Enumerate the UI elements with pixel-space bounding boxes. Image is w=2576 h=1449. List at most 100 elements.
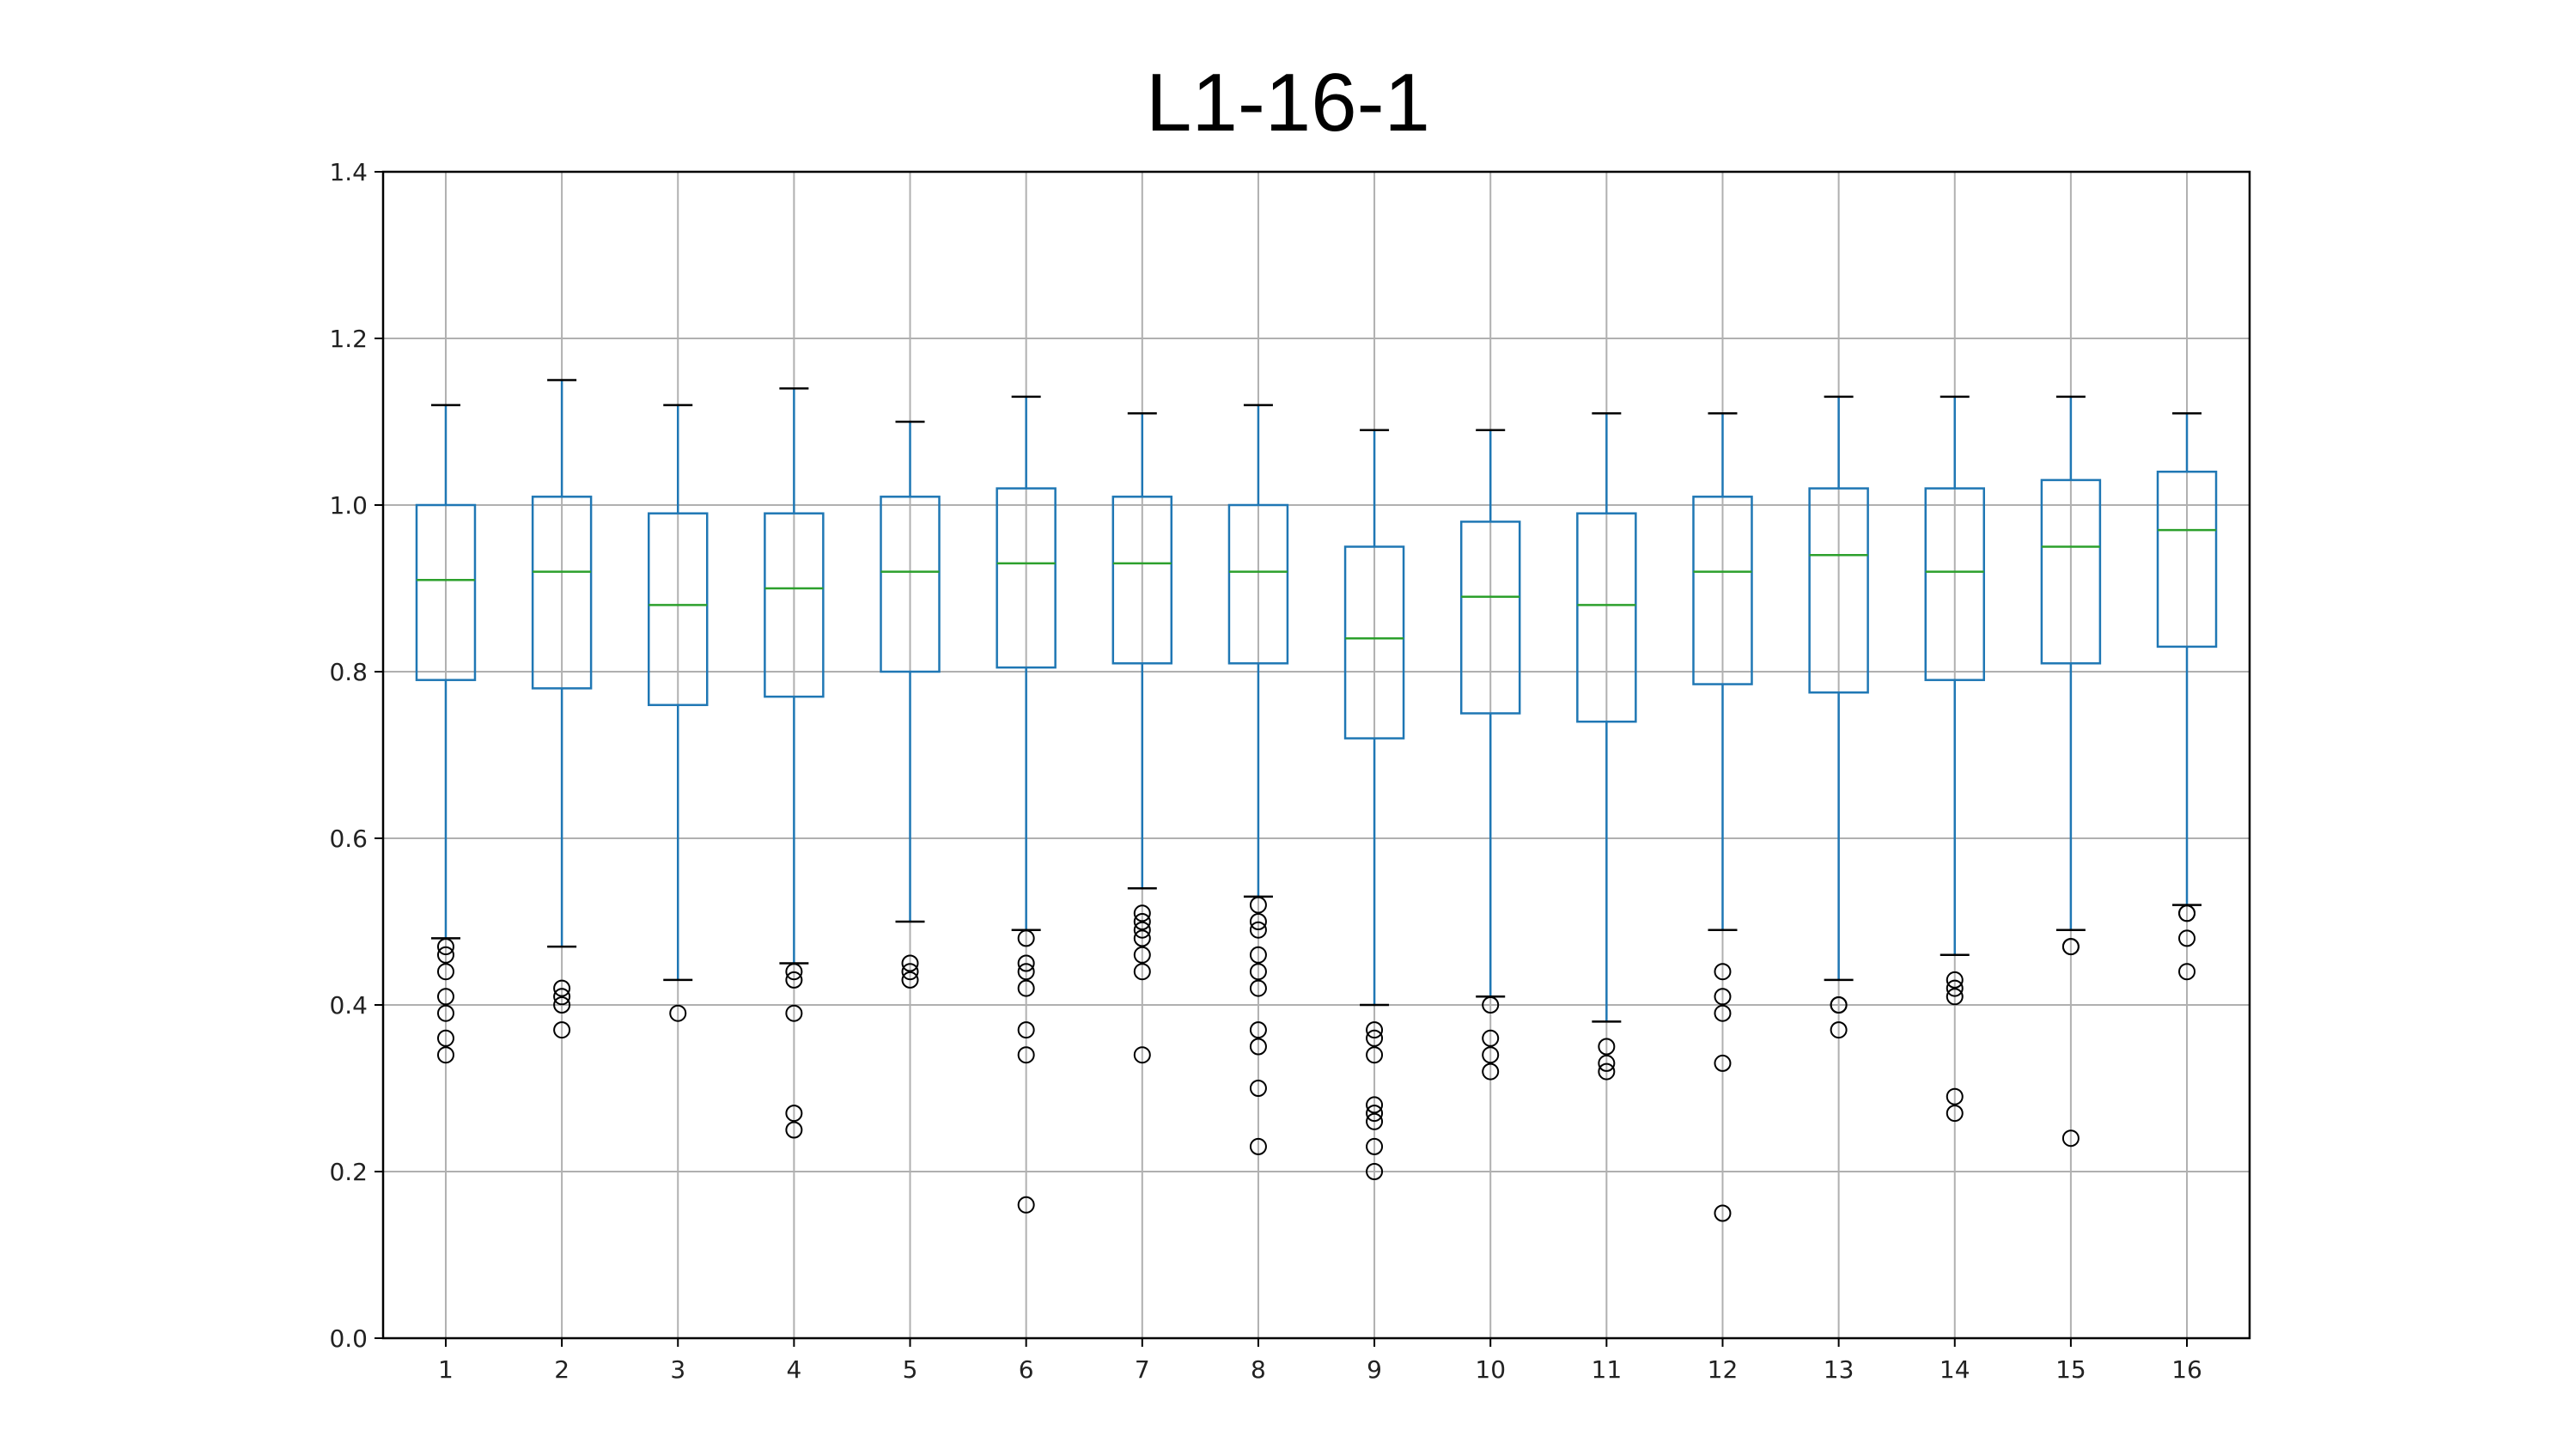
outlier-point xyxy=(1133,904,1151,922)
y-tick-label: 1.4 xyxy=(329,158,368,186)
outlier-point xyxy=(1482,996,1500,1014)
outlier-point xyxy=(1133,921,1151,939)
outlier-point xyxy=(901,963,919,981)
y-tick-label: 1.0 xyxy=(329,491,368,520)
outlier-point xyxy=(1946,979,1964,997)
outlier-point xyxy=(553,979,571,997)
outlier-point xyxy=(1249,896,1267,914)
outlier-point xyxy=(1714,1204,1732,1222)
outlier-point xyxy=(785,1105,803,1123)
x-tick-label: 2 xyxy=(554,1355,569,1384)
chart-title: L1-16-1 xyxy=(1146,57,1430,149)
y-axis: 0.0 0.2 0.4 0.6 0.8 1.0 1.2 1.4 xyxy=(329,158,383,1353)
outlier-point xyxy=(1249,1080,1267,1097)
iqr-box xyxy=(1808,487,1869,694)
outlier-point xyxy=(1249,979,1267,997)
box-group xyxy=(764,387,825,1139)
box-group xyxy=(1576,412,1637,1081)
outlier-point xyxy=(1017,1196,1035,1214)
outlier-point xyxy=(436,988,454,1006)
outlier-point xyxy=(1482,1062,1500,1081)
box-group xyxy=(1924,395,1986,1123)
outlier-point xyxy=(1133,946,1151,964)
y-tick-label: 0.6 xyxy=(329,825,368,853)
box-group xyxy=(1808,395,1869,1039)
outlier-point xyxy=(785,1121,803,1139)
box-group xyxy=(1343,429,1405,1180)
outlier-point xyxy=(436,946,454,964)
iqr-box xyxy=(1227,503,1289,665)
iqr-box xyxy=(1692,496,1753,685)
outlier-point xyxy=(2178,963,2196,981)
box-group xyxy=(1227,404,1289,1155)
outlier-point xyxy=(1946,988,1964,1006)
outlier-point xyxy=(785,1004,803,1022)
outlier-point xyxy=(1366,1021,1384,1039)
outlier-point xyxy=(1249,921,1267,939)
outlier-point xyxy=(1598,1054,1616,1072)
x-tick-label: 6 xyxy=(1019,1355,1034,1384)
box-group xyxy=(2156,412,2218,981)
iqr-box xyxy=(880,496,941,673)
x-tick-label: 14 xyxy=(1940,1355,1970,1384)
outlier-point xyxy=(436,1004,454,1022)
outlier-point xyxy=(1598,1038,1616,1056)
outlier-point xyxy=(553,1021,571,1039)
y-tick-label: 0.0 xyxy=(329,1324,368,1353)
box-group xyxy=(996,395,1057,1214)
y-tick-label: 0.2 xyxy=(329,1158,368,1186)
iqr-box xyxy=(2040,478,2102,665)
x-tick-label: 4 xyxy=(786,1355,801,1384)
iqr-box xyxy=(764,512,825,698)
iqr-box xyxy=(2156,470,2218,648)
iqr-box xyxy=(531,496,593,690)
iqr-box xyxy=(996,487,1057,669)
x-tick-label: 5 xyxy=(903,1355,918,1384)
iqr-box xyxy=(1459,521,1521,715)
x-axis: 1 2 3 4 5 6 7 8 9 10 11 12 13 14 15 16 xyxy=(438,1338,2202,1384)
outlier-point xyxy=(1017,1046,1035,1064)
outlier-point xyxy=(1133,913,1151,930)
outlier-point xyxy=(1830,996,1848,1014)
box-group xyxy=(531,379,593,1039)
box-group xyxy=(1692,412,1753,1222)
box-group xyxy=(415,404,477,1064)
outlier-point xyxy=(1249,946,1267,964)
iqr-box xyxy=(1924,487,1986,681)
outlier-point xyxy=(2061,1129,2080,1148)
outlier-point xyxy=(1366,1137,1384,1155)
iqr-box xyxy=(1576,512,1637,723)
outlier-point xyxy=(553,996,571,1014)
box-group xyxy=(647,404,709,1022)
outlier-point xyxy=(1714,1054,1732,1072)
x-tick-label: 12 xyxy=(1708,1355,1739,1384)
outlier-point xyxy=(1946,971,1964,989)
outlier-point xyxy=(669,1004,687,1022)
iqr-box xyxy=(647,512,709,707)
outlier-point xyxy=(1133,929,1151,947)
outlier-point xyxy=(2178,929,2196,947)
outlier-point xyxy=(1366,1163,1384,1180)
box-group xyxy=(1111,412,1173,1064)
outlier-point xyxy=(901,954,919,972)
iqr-box xyxy=(1111,496,1173,665)
x-tick-label: 11 xyxy=(1592,1355,1623,1384)
outlier-point xyxy=(1366,1105,1384,1123)
box-group xyxy=(2040,395,2102,1148)
outlier-point xyxy=(553,988,571,1006)
box-group xyxy=(1459,429,1521,1081)
outlier-point xyxy=(436,1029,454,1047)
outlier-point xyxy=(785,971,803,989)
y-tick-label: 1.2 xyxy=(329,325,368,353)
grid-lines xyxy=(383,171,2250,1339)
outlier-point xyxy=(1133,963,1151,981)
outlier-point xyxy=(1017,1021,1035,1039)
outlier-point xyxy=(1249,913,1267,930)
outlier-point xyxy=(1366,1096,1384,1114)
x-tick-label: 10 xyxy=(1475,1355,1506,1384)
outlier-point xyxy=(436,963,454,981)
x-tick-label: 9 xyxy=(1367,1355,1382,1384)
outlier-point xyxy=(1598,1062,1616,1081)
outlier-point xyxy=(1249,1038,1267,1056)
